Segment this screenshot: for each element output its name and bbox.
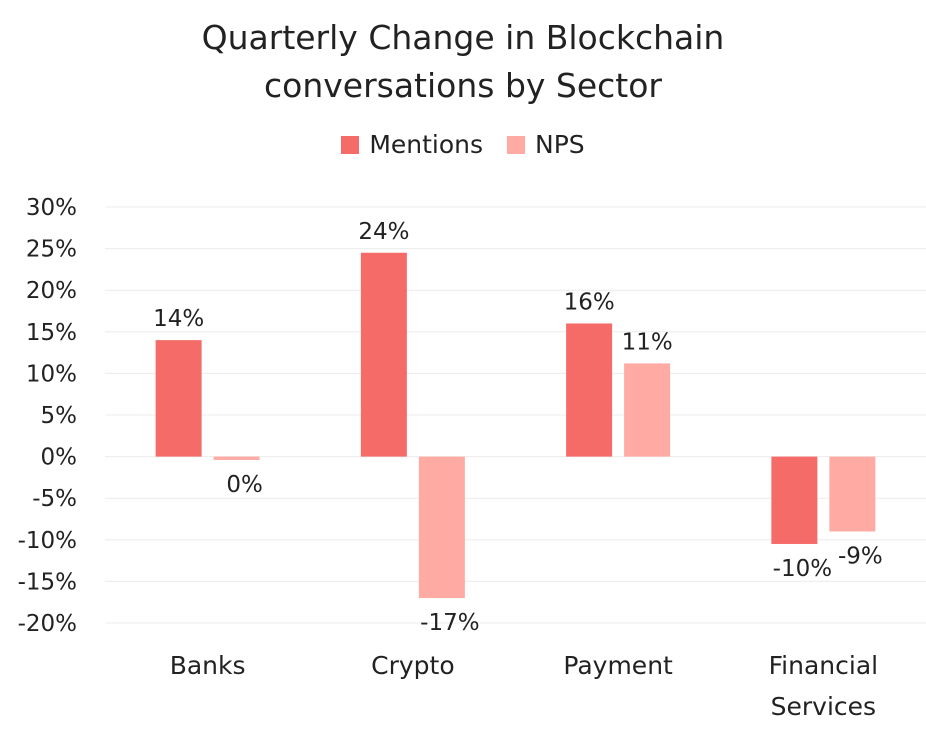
legend-label-mentions: Mentions [369, 130, 484, 159]
y-tick-label: -20% [18, 611, 77, 637]
category-label: Payment [563, 651, 673, 680]
y-tick-label: 25% [26, 237, 77, 263]
data-label: 14% [153, 306, 204, 332]
y-tick-label: 30% [26, 195, 77, 221]
bar-nps [418, 456, 465, 599]
bar-nps [829, 456, 876, 532]
y-tick-label: -15% [18, 569, 77, 595]
chart-title-line-2: conversations by Sector [263, 66, 662, 105]
category-label: Services [771, 692, 876, 721]
legend-swatch-nps [507, 135, 526, 154]
data-label: 16% [564, 289, 615, 315]
chart-legend: Mentions NPS [0, 130, 926, 159]
category-label: Banks [170, 651, 246, 680]
data-label: -10% [773, 556, 832, 582]
data-label: 11% [622, 329, 673, 355]
legend-swatch-mentions [341, 135, 360, 154]
y-tick-label: 15% [26, 320, 77, 346]
legend-label-nps: NPS [535, 130, 585, 159]
chart-title-line-1: Quarterly Change in Blockchain [201, 18, 725, 57]
bar-mentions [360, 252, 407, 457]
category-label: Crypto [371, 651, 455, 680]
bar-nps [624, 363, 671, 457]
y-tick-label: 0% [41, 445, 78, 471]
data-label: 0% [226, 472, 263, 498]
bar-nps [213, 456, 260, 460]
category-label: Financial [769, 651, 878, 680]
y-tick-label: 20% [26, 278, 77, 304]
legend-item-nps: NPS [507, 130, 585, 159]
legend-item-mentions: Mentions [341, 130, 483, 159]
y-tick-label: 5% [41, 403, 78, 429]
bar-mentions [566, 323, 613, 457]
bar-mentions [155, 340, 202, 457]
y-tick-label: -10% [18, 528, 77, 554]
bar-mentions [771, 456, 818, 544]
chart-title: Quarterly Change in Blockchain conversat… [0, 14, 926, 110]
data-label: -17% [420, 610, 479, 636]
data-label: -9% [838, 543, 883, 569]
y-tick-label: 10% [26, 361, 77, 387]
data-label: 24% [358, 219, 409, 245]
y-tick-label: -5% [32, 486, 77, 512]
